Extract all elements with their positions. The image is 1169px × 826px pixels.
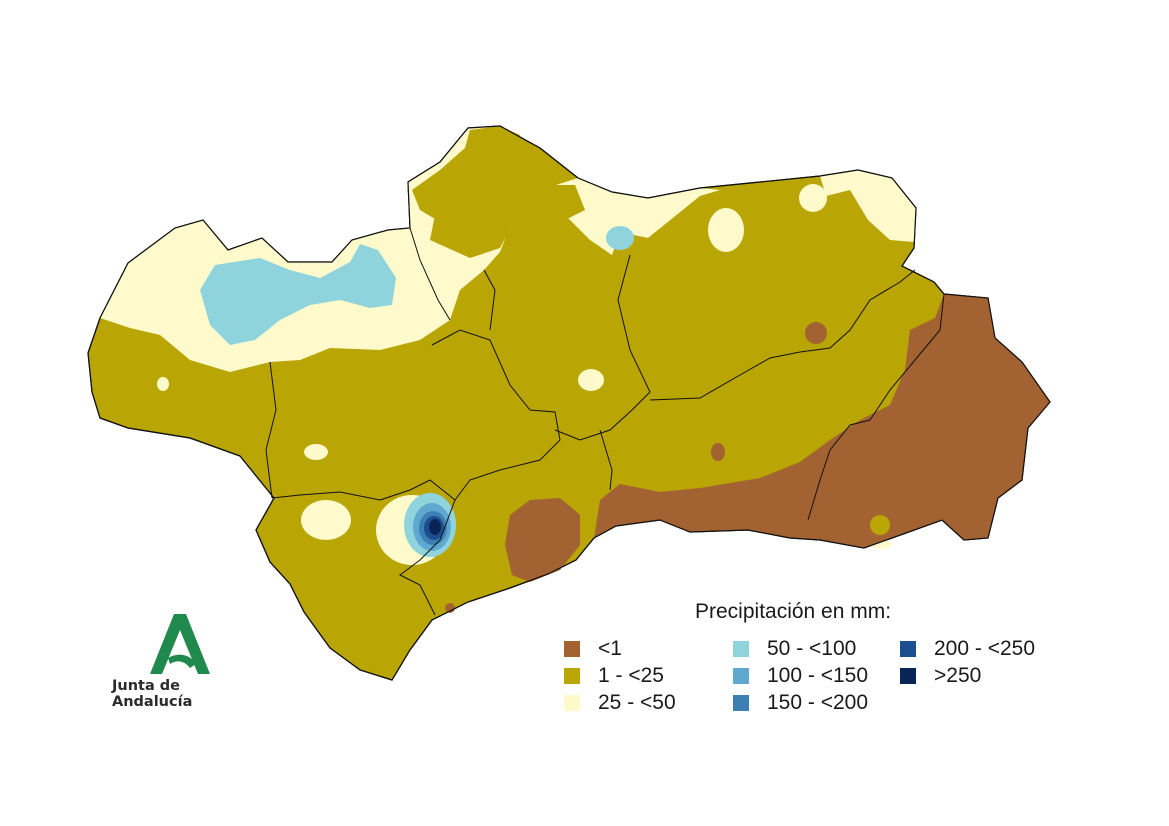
legend-swatch bbox=[900, 668, 916, 684]
legend-item-1-25: 1 - <25 bbox=[564, 664, 664, 687]
zone-50-100-spot bbox=[606, 226, 634, 250]
zone-under-1-south bbox=[505, 498, 580, 582]
logo-text: Junta de Andalucía bbox=[112, 678, 193, 710]
legend-swatch bbox=[733, 695, 749, 711]
zone-over-250 bbox=[429, 519, 441, 535]
legend-label: 150 - <200 bbox=[767, 691, 869, 714]
legend-label: 50 - <100 bbox=[767, 637, 857, 660]
legend-swatch bbox=[564, 641, 580, 657]
andalucia-outline bbox=[87, 125, 1051, 681]
zone-1-25-spot-a bbox=[505, 224, 529, 256]
zone-25-50-spot-6 bbox=[301, 500, 351, 540]
legend-label: <1 bbox=[598, 637, 622, 660]
zone-under-1-spot-2 bbox=[711, 443, 725, 461]
legend-item-50-100: 50 - <100 bbox=[733, 637, 857, 660]
legend-item-25-50: 25 - <50 bbox=[564, 691, 676, 714]
junta-andalucia-logo: Junta de Andalucía bbox=[112, 612, 262, 710]
legend-label: >250 bbox=[934, 664, 982, 687]
legend-title: Precipitación en mm: bbox=[695, 600, 892, 623]
legend-label: 100 - <150 bbox=[767, 664, 869, 687]
legend-label: 1 - <25 bbox=[598, 664, 664, 687]
zone-25-50-spot-3 bbox=[578, 369, 604, 391]
legend-swatch bbox=[564, 695, 580, 711]
legend-item-200-250: 200 - <250 bbox=[900, 637, 1036, 660]
zone-25-50-spot-4 bbox=[157, 377, 169, 391]
zone-1-25-north-block bbox=[412, 126, 585, 255]
zone-1-25-spot-b bbox=[870, 515, 890, 535]
legend-item-under-1: <1 bbox=[564, 637, 622, 660]
zone-25-50-spot-2 bbox=[799, 184, 827, 212]
legend-label: 25 - <50 bbox=[598, 691, 676, 714]
legend-label: 200 - <250 bbox=[934, 637, 1036, 660]
province-boundaries bbox=[265, 227, 945, 616]
zone-25-50-spot-1 bbox=[708, 208, 744, 252]
junta-andalucia-emblem-icon bbox=[150, 614, 210, 674]
zone-under-1-spot-1 bbox=[805, 322, 827, 344]
legend-item-100-150: 100 - <150 bbox=[733, 664, 869, 687]
legend-item-over-250: >250 bbox=[900, 664, 982, 687]
legend-swatch bbox=[900, 641, 916, 657]
zone-25-50-northeast bbox=[820, 170, 916, 242]
zone-under-1-east bbox=[594, 294, 1050, 548]
legend-swatch bbox=[733, 641, 749, 657]
legend-swatch bbox=[733, 668, 749, 684]
zone-25-50-spot-5 bbox=[304, 444, 328, 460]
zone-50-100-west bbox=[200, 244, 396, 345]
zone-under-1-spot-3 bbox=[445, 603, 455, 613]
legend-swatch bbox=[564, 668, 580, 684]
legend-item-150-200: 150 - <200 bbox=[733, 691, 869, 714]
